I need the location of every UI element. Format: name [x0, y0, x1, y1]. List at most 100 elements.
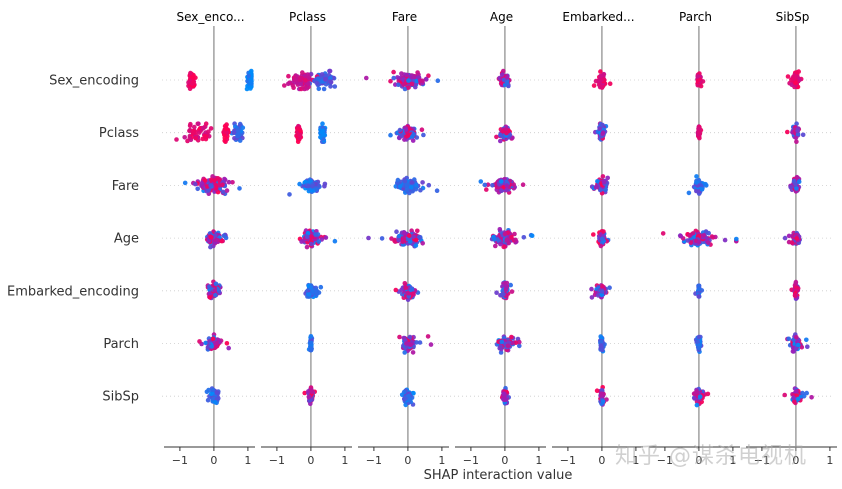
data-point: [409, 286, 415, 292]
data-point: [785, 129, 790, 135]
data-point: [415, 228, 420, 234]
data-point: [599, 388, 605, 393]
data-point: [210, 388, 216, 393]
data-point: [323, 73, 329, 79]
data-point: [318, 134, 323, 140]
data-point: [788, 184, 793, 190]
data-point: [388, 132, 393, 138]
data-point: [499, 339, 505, 345]
data-point: [414, 340, 419, 345]
data-point: [388, 78, 393, 84]
data-point: [402, 230, 407, 236]
x-tick-label: −1: [560, 454, 576, 467]
data-point: [396, 233, 402, 239]
data-point: [402, 350, 408, 355]
data-point: [789, 82, 795, 88]
x-tick-label: 1: [438, 454, 445, 467]
feature-label: SibSp: [102, 390, 139, 405]
data-point: [203, 121, 209, 126]
data-point: [599, 236, 605, 242]
data-point: [332, 238, 338, 244]
data-point: [504, 187, 510, 193]
x-tick-label: 0: [501, 454, 508, 467]
data-point: [410, 138, 416, 143]
data-point: [395, 177, 401, 183]
data-point: [598, 69, 603, 74]
data-point: [244, 86, 250, 92]
data-point: [309, 241, 314, 247]
data-point: [428, 342, 434, 347]
data-point: [705, 391, 711, 397]
data-point: [694, 174, 699, 179]
data-point: [791, 395, 796, 401]
data-point: [206, 387, 211, 393]
data-point: [313, 287, 319, 293]
data-point: [206, 188, 211, 193]
data-point: [701, 233, 707, 238]
panel-titles: Sex_enco... Pclass Fare Age Embarked... Parch…: [176, 10, 809, 24]
data-point: [407, 334, 413, 340]
data-point: [192, 124, 197, 130]
x-tick-label: −1: [463, 454, 479, 467]
data-point: [389, 236, 394, 241]
data-point: [591, 83, 597, 88]
data-point: [598, 187, 603, 193]
data-point: [395, 75, 400, 80]
feature-label: Age: [114, 232, 139, 247]
data-point: [321, 86, 327, 92]
data-point: [607, 81, 613, 86]
data-point: [804, 390, 809, 396]
data-point: [706, 230, 711, 236]
data-point: [597, 84, 603, 90]
data-point: [796, 179, 802, 184]
data-point: [298, 128, 303, 134]
data-point: [328, 79, 333, 85]
data-point: [299, 239, 304, 244]
data-point: [406, 85, 411, 90]
data-point: [520, 182, 526, 187]
data-point: [695, 339, 700, 345]
data-point: [494, 134, 499, 140]
data-point: [316, 239, 322, 244]
data-point: [315, 76, 321, 81]
data-point: [219, 238, 224, 244]
data-point: [782, 392, 787, 398]
data-point: [399, 392, 405, 398]
data-point: [187, 128, 192, 134]
data-point: [696, 294, 701, 299]
data-point: [403, 127, 409, 132]
data-point: [792, 293, 798, 298]
data-point: [212, 178, 217, 183]
data-point: [309, 389, 315, 395]
data-point: [501, 244, 507, 250]
data-point: [506, 240, 512, 246]
data-point: [491, 237, 497, 242]
data-point: [190, 80, 196, 85]
data-point: [193, 181, 198, 187]
data-point: [190, 130, 196, 136]
data-point: [215, 176, 221, 181]
data-point: [600, 174, 606, 179]
data-point: [410, 291, 416, 297]
data-point: [734, 236, 739, 242]
data-point: [314, 80, 320, 86]
data-point: [403, 285, 409, 291]
data-point: [418, 187, 423, 193]
data-point: [696, 239, 702, 245]
panel-title: Parch: [679, 10, 712, 24]
data-point: [804, 337, 809, 343]
data-point: [379, 236, 385, 241]
data-point: [246, 73, 251, 79]
data-point: [599, 292, 605, 298]
data-point: [789, 77, 794, 83]
data-point: [696, 286, 702, 292]
data-point: [722, 237, 728, 243]
data-point: [308, 346, 314, 351]
data-point: [328, 75, 333, 81]
data-point: [328, 84, 333, 89]
data-point: [604, 397, 609, 402]
data-point: [505, 343, 511, 349]
feature-label: Embarked_encoding: [7, 284, 139, 299]
data-point: [599, 391, 604, 397]
data-point: [595, 293, 601, 298]
